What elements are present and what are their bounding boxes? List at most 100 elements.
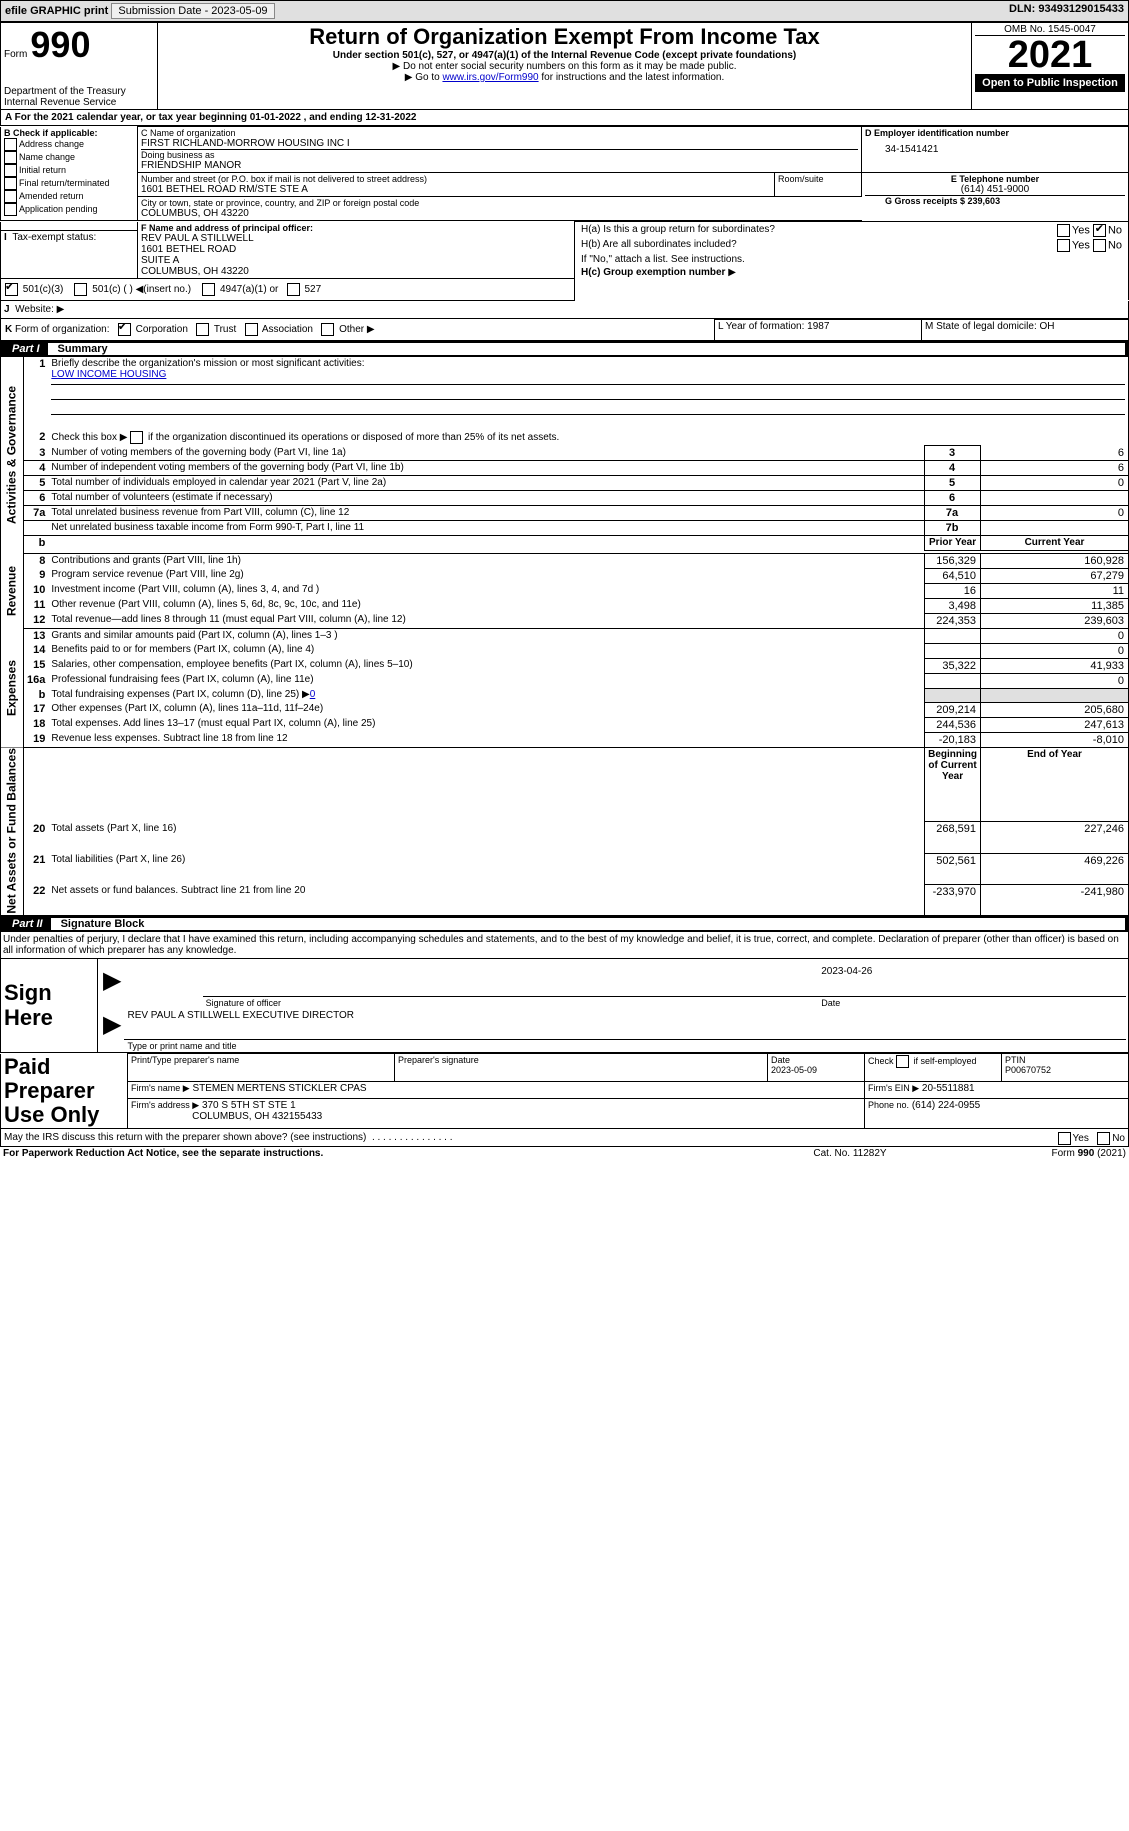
corp-label: Corporation	[136, 324, 188, 335]
trust-checkbox[interactable]	[196, 323, 209, 336]
r3-box: 3	[925, 446, 981, 461]
public-inspection: Open to Public Inspection	[975, 74, 1125, 92]
insert-label: (insert no.)	[143, 284, 191, 295]
f-label: F Name and address of principal officer:	[141, 223, 571, 233]
i-label: Tax-exempt status:	[12, 232, 96, 243]
h-note: If "No," attach a list. See instructions…	[578, 253, 1125, 266]
officer-name: REV PAUL A STILLWELL	[141, 233, 571, 244]
r11-py: 3,498	[925, 598, 981, 613]
fh-block: F Name and address of principal officer:…	[0, 221, 1129, 301]
form-label: Form	[4, 49, 27, 60]
r8-cy: 160,928	[981, 553, 1129, 568]
r11-cy: 11,385	[981, 598, 1129, 613]
discuss-no-checkbox[interactable]	[1097, 1132, 1110, 1145]
prep-name-label: Print/Type preparer's name	[128, 1054, 395, 1082]
info-block: B Check if applicable: Address change Na…	[0, 126, 1129, 221]
r5-val: 0	[981, 476, 1129, 491]
r10-text: Investment income (Part VIII, column (A)…	[48, 583, 924, 598]
no-label: No	[1108, 224, 1122, 236]
r18-num: 18	[24, 717, 49, 732]
r8-text: Contributions and grants (Part VIII, lin…	[48, 553, 924, 568]
firm-name-label: Firm's name ▶	[131, 1083, 190, 1093]
ha-yes-checkbox[interactable]	[1057, 224, 1070, 237]
initial-checkbox[interactable]	[4, 164, 17, 177]
d-label: D Employer identification number	[865, 128, 1125, 138]
r14-py	[925, 643, 981, 658]
r20-num: 20	[24, 822, 49, 853]
self-emp-cell: Check if self-employed	[865, 1054, 1002, 1082]
yes-label: Yes	[1072, 224, 1090, 236]
addr-change-checkbox[interactable]	[4, 138, 17, 151]
name-arrow-icon: ▶	[100, 1009, 124, 1040]
r21-cy: 469,226	[981, 853, 1129, 884]
app-pending-checkbox[interactable]	[4, 203, 17, 216]
r12-cy: 239,603	[981, 613, 1129, 628]
r19-num: 19	[24, 732, 49, 747]
other-checkbox[interactable]	[321, 323, 334, 336]
501c3-label: 501(c)(3)	[23, 284, 64, 295]
r15-py: 35,322	[925, 658, 981, 673]
ptin-value: P00670752	[1005, 1065, 1051, 1075]
goto-post: for instructions and the latest informat…	[539, 72, 725, 83]
r7b-box: 7b	[925, 521, 981, 536]
end-header: End of Year	[981, 747, 1129, 822]
firm-addr2: COLUMBUS, OH 432155433	[192, 1111, 322, 1122]
c-label: C Name of organization	[141, 128, 858, 138]
street-label: Number and street (or P.O. box if mail i…	[141, 174, 771, 184]
final-checkbox[interactable]	[4, 177, 17, 190]
hb-yes-checkbox[interactable]	[1057, 239, 1070, 252]
r10-cy: 11	[981, 583, 1129, 598]
irs-link[interactable]: www.irs.gov/Form990	[442, 72, 538, 83]
l-label: L Year of formation: 1987	[715, 319, 922, 341]
r16a-text: Professional fundraising fees (Part IX, …	[48, 673, 924, 688]
r16b-py	[925, 688, 981, 702]
r5-num: 5	[24, 476, 49, 491]
r8-py: 156,329	[925, 553, 981, 568]
city-value: COLUMBUS, OH 43220	[141, 208, 859, 219]
gov-section-label: Activities & Governance	[1, 357, 24, 553]
r13-cy: 0	[981, 628, 1129, 643]
q1-text: Briefly describe the organization's miss…	[51, 358, 364, 369]
r17-num: 17	[24, 702, 49, 717]
r13-num: 13	[24, 628, 49, 643]
name-change-checkbox[interactable]	[4, 151, 17, 164]
r7b-text: Net unrelated business taxable income fr…	[48, 521, 924, 536]
discuss-text: May the IRS discuss this return with the…	[4, 1132, 366, 1143]
q2-checkbox[interactable]	[130, 431, 143, 444]
r5-box: 5	[925, 476, 981, 491]
submission-button[interactable]: Submission Date - 2023-05-09	[111, 3, 274, 19]
irs-label: Internal Revenue Service	[4, 97, 154, 108]
calendar-year: A For the 2021 calendar year, or tax yea…	[0, 110, 1129, 126]
ha-no-checkbox[interactable]	[1093, 224, 1106, 237]
other-label: Other	[339, 324, 364, 335]
assoc-checkbox[interactable]	[245, 323, 258, 336]
527-checkbox[interactable]	[287, 283, 300, 296]
hb-no-checkbox[interactable]	[1093, 239, 1106, 252]
discuss-yes-checkbox[interactable]	[1058, 1132, 1071, 1145]
self-emp-checkbox[interactable]	[896, 1055, 909, 1068]
501c3-checkbox[interactable]	[5, 283, 18, 296]
cy-header: Current Year	[981, 536, 1129, 551]
officer-print: REV PAUL A STILLWELL EXECUTIVE DIRECTOR	[124, 1009, 1126, 1040]
dba-value: FRIENDSHIP MANOR	[141, 160, 858, 171]
r22-text: Net assets or fund balances. Subtract li…	[48, 884, 924, 915]
mission-link[interactable]: LOW INCOME HOUSING	[51, 369, 166, 380]
footer: For Paperwork Reduction Act Notice, see …	[0, 1147, 1129, 1160]
amended-label: Amended return	[19, 190, 84, 200]
paid-label: Paid Preparer Use Only	[1, 1054, 128, 1129]
part2-label: Part II	[4, 918, 51, 930]
r21-py: 502,561	[925, 853, 981, 884]
4947-checkbox[interactable]	[202, 283, 215, 296]
r10-num: 10	[24, 583, 49, 598]
tax-year: 2021	[975, 36, 1125, 74]
paperwork-label: For Paperwork Reduction Act Notice, see …	[0, 1147, 758, 1160]
corp-checkbox[interactable]	[118, 323, 131, 336]
preparer-block: Paid Preparer Use Only Print/Type prepar…	[0, 1053, 1129, 1129]
print-label: Type or print name and title	[124, 1040, 1126, 1053]
dept-label: Department of the Treasury	[4, 86, 154, 97]
r6-val	[981, 491, 1129, 506]
amended-checkbox[interactable]	[4, 190, 17, 203]
officer-addr1: 1601 BETHEL ROAD	[141, 244, 571, 255]
501c-checkbox[interactable]	[74, 283, 87, 296]
r16b-num: b	[24, 688, 49, 702]
